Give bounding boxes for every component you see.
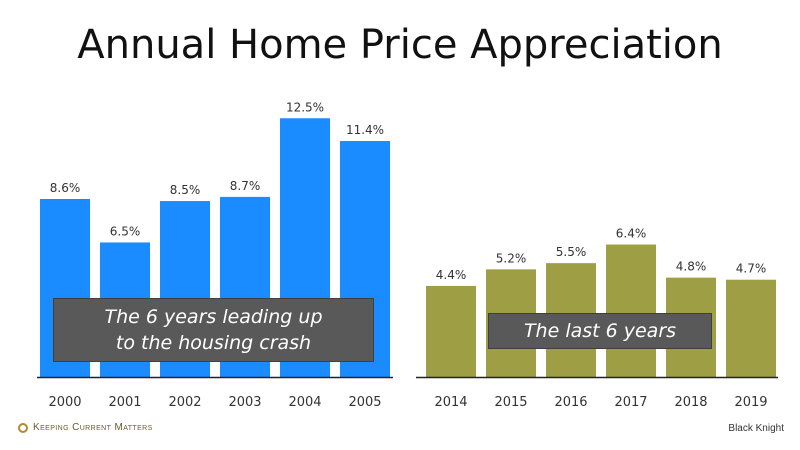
logo-text: Keeping Current Matters xyxy=(33,422,153,433)
tick-label-2017: 2017 xyxy=(614,395,647,410)
tick-label-2019: 2019 xyxy=(734,395,767,410)
bar-2014 xyxy=(426,285,476,377)
value-label-2003: 8.7% xyxy=(230,179,261,193)
value-label-2017: 6.4% xyxy=(616,227,647,241)
tick-label-2004: 2004 xyxy=(288,395,321,410)
annotation-line: The last 6 years xyxy=(523,320,677,342)
bar-2019 xyxy=(726,279,776,377)
annotation-last-6-years: The last 6 years xyxy=(488,313,712,349)
source-label: Black Knight xyxy=(728,423,784,434)
tick-label-2014: 2014 xyxy=(434,395,467,410)
value-label-2004: 12.5% xyxy=(286,100,324,114)
tick-label-2005: 2005 xyxy=(348,395,381,410)
tick-label-2002: 2002 xyxy=(168,395,201,410)
value-label-2014: 4.4% xyxy=(436,268,467,282)
annotation-line-1: The 6 years leading up xyxy=(104,306,323,328)
annotation-housing-crash: The 6 years leading up to the housing cr… xyxy=(53,298,374,362)
tick-label-2016: 2016 xyxy=(554,395,587,410)
logo-ring-icon xyxy=(18,422,28,433)
tick-label-2001: 2001 xyxy=(108,395,141,410)
chart-title: Annual Home Price Appreciation xyxy=(77,22,723,68)
value-label-2001: 6.5% xyxy=(110,224,141,238)
value-label-2019: 4.7% xyxy=(736,262,767,276)
bar-2017 xyxy=(606,244,656,377)
value-label-2005: 11.4% xyxy=(346,123,384,137)
tick-label-2018: 2018 xyxy=(674,395,707,410)
logo: Keeping Current Matters xyxy=(18,422,153,433)
value-label-2016: 5.5% xyxy=(556,245,587,259)
value-label-2018: 4.8% xyxy=(676,260,707,274)
value-label-2000: 8.6% xyxy=(50,181,81,195)
tick-label-2000: 2000 xyxy=(48,395,81,410)
tick-label-2003: 2003 xyxy=(228,395,261,410)
value-label-2015: 5.2% xyxy=(496,251,527,265)
value-label-2002: 8.5% xyxy=(170,183,201,197)
annotation-line-2: to the housing crash xyxy=(115,332,312,354)
tick-label-2015: 2015 xyxy=(494,395,527,410)
